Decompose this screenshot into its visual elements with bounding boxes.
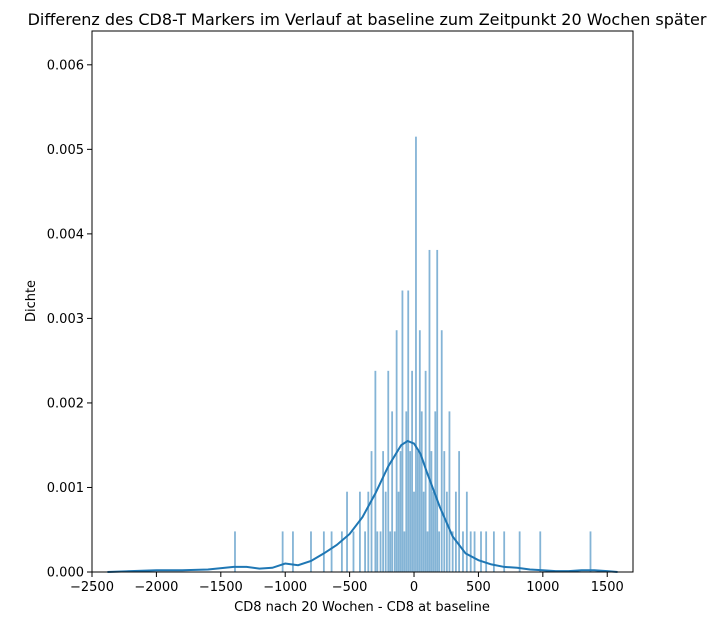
histogram-bar: [352, 531, 355, 572]
histogram-bar: [462, 531, 464, 572]
histogram-bar: [387, 370, 390, 572]
histogram-bar: [448, 411, 451, 572]
histogram-bar: [451, 531, 454, 572]
x-axis: −2500 −2000 −1500 −1000 −500 0 500 1000 1500: [70, 572, 624, 595]
histogram-bar: [405, 411, 408, 572]
histogram-bar: [426, 531, 429, 572]
y-axis-label: Dichte: [24, 280, 39, 322]
histogram-bar: [234, 531, 236, 572]
y-tick-label: 0.006: [47, 58, 84, 73]
histogram-bar: [415, 136, 417, 572]
y-axis: 0.000 0.001 0.002 0.003 0.004 0.005 0.006: [47, 58, 92, 581]
histogram-bar: [389, 531, 392, 572]
x-tick-label: 1500: [591, 580, 624, 595]
histogram-bar: [397, 491, 400, 572]
histogram-bar: [374, 370, 377, 572]
histogram-bar: [330, 531, 333, 572]
histogram-bar: [420, 411, 423, 572]
x-tick-label: −2500: [70, 580, 114, 595]
histogram-bar: [454, 491, 457, 572]
x-tick-label: 0: [410, 580, 418, 595]
histogram-bar: [413, 491, 415, 572]
histogram-bar: [370, 451, 373, 572]
histogram-bar: [411, 370, 413, 572]
histogram-bar: [434, 411, 437, 572]
histogram-bar: [399, 451, 402, 572]
y-tick-label: 0.001: [47, 481, 84, 496]
histogram-bar: [480, 531, 482, 572]
histogram-bar: [281, 531, 284, 572]
histogram-bar: [367, 491, 370, 572]
y-tick-label: 0.000: [47, 566, 84, 581]
histogram-bar: [428, 249, 431, 572]
kde-line: [107, 439, 618, 573]
histogram-bar: [382, 451, 385, 572]
histogram-bar: [393, 531, 396, 572]
histogram-bar: [310, 531, 312, 572]
histogram-bar: [401, 290, 404, 572]
y-tick-label: 0.005: [47, 143, 84, 158]
histogram-bar: [469, 531, 472, 572]
histogram-bar: [364, 531, 366, 572]
histogram-bar: [407, 290, 410, 572]
histogram-bars: [234, 136, 592, 572]
histogram-bar: [346, 491, 348, 572]
histogram-bar: [436, 249, 439, 572]
histogram-bar: [422, 491, 425, 572]
histogram-bar: [465, 491, 468, 572]
x-tick-label: 1000: [526, 580, 559, 595]
histogram-bar: [391, 411, 394, 572]
x-tick-label: −500: [332, 580, 368, 595]
x-tick-label: −1500: [199, 580, 243, 595]
histogram-bar: [409, 451, 412, 572]
histogram-bar: [589, 531, 592, 572]
histogram-bar: [322, 531, 325, 572]
histogram-bar: [458, 451, 461, 572]
x-tick-label: 500: [466, 580, 491, 595]
plot-frame: [91, 30, 634, 573]
histogram-bar: [445, 491, 448, 572]
histogram-bar: [416, 451, 419, 572]
x-tick-label: −2000: [134, 580, 178, 595]
histogram-bar: [492, 531, 495, 572]
y-tick-label: 0.002: [47, 396, 84, 411]
histogram-bar: [438, 531, 441, 572]
histogram-bar: [485, 531, 488, 572]
histogram-bar: [443, 451, 446, 572]
histogram-bar: [473, 531, 476, 572]
histogram-bar: [376, 531, 379, 572]
histogram-bar: [359, 491, 361, 572]
histogram-bar: [539, 531, 542, 572]
histogram-bar: [292, 531, 294, 572]
x-axis-label: CD8 nach 20 Wochen - CD8 at baseline: [234, 600, 490, 615]
histogram-bar: [518, 531, 521, 572]
chart-title: Differenz des CD8-T Markers im Verlauf a…: [28, 10, 707, 29]
x-tick-label: −1000: [263, 580, 307, 595]
histogram-bar: [379, 531, 382, 572]
y-tick-label: 0.004: [47, 227, 84, 242]
histogram-bar: [340, 531, 343, 572]
histogram-bar: [403, 531, 406, 572]
y-tick-label: 0.003: [47, 312, 84, 327]
histogram-bar: [503, 531, 506, 572]
histogram-bar: [430, 451, 433, 572]
histogram-bar: [384, 491, 387, 572]
histogram-bar: [432, 491, 435, 572]
histogram-bar: [440, 330, 443, 572]
